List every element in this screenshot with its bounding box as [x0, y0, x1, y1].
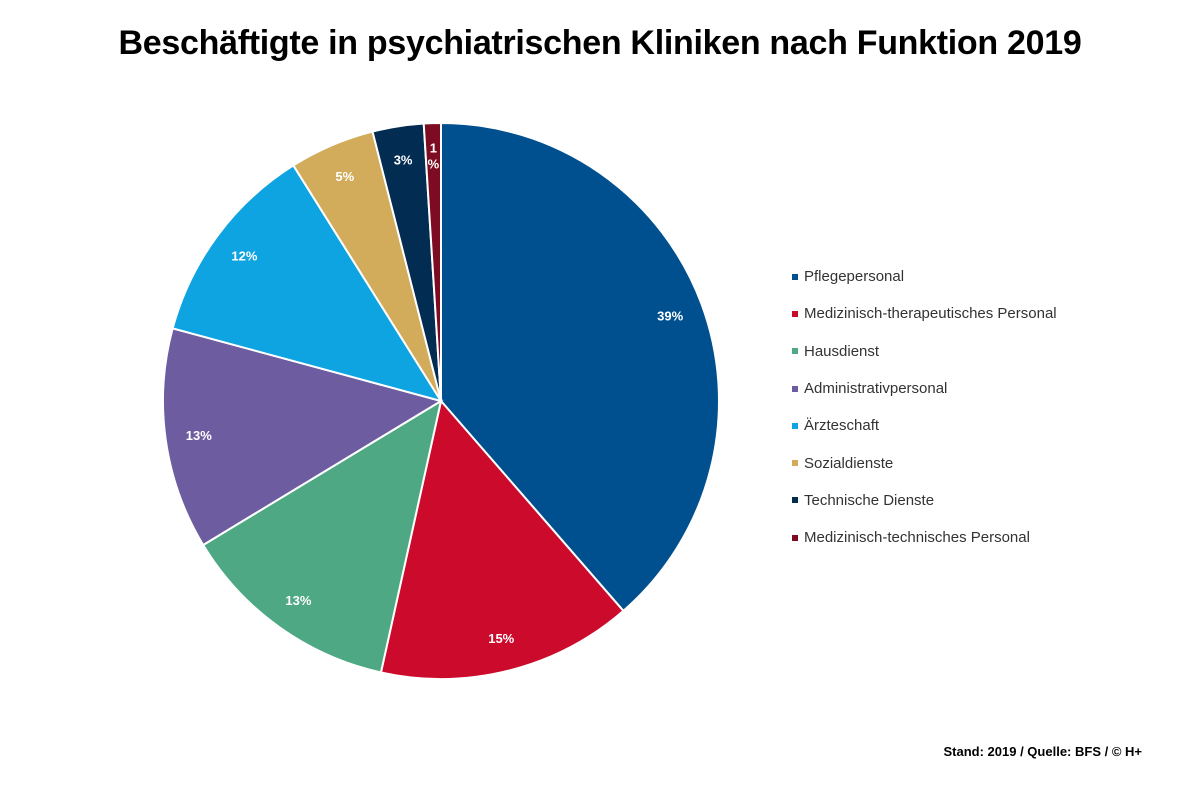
chart-title: Beschäftigte in psychiatrischen Kliniken… — [118, 24, 1082, 62]
slice-label-7: 3% — [394, 152, 413, 167]
slice-label-6: 5% — [335, 169, 354, 184]
slice-label-3: 13% — [285, 593, 311, 608]
legend-swatch — [792, 460, 798, 467]
legend-item-7: Technische Dienste — [792, 482, 1057, 519]
legend-label: Administrativpersonal — [804, 380, 948, 398]
legend-swatch — [792, 422, 798, 429]
legend-swatch — [792, 348, 798, 355]
slice-label-4: 13% — [186, 428, 212, 443]
legend-item-4: Administrativpersonal — [792, 370, 1057, 407]
legend-label: Pflegepersonal — [804, 268, 905, 286]
source-note: Stand: 2019 / Quelle: BFS / © H+ — [943, 744, 1143, 759]
legend-item-1: Pflegepersonal — [792, 258, 1057, 295]
slice-label-2: 15% — [488, 631, 514, 646]
slice-label-5: 12% — [231, 248, 257, 263]
pie-slice-3 — [201, 398, 443, 674]
legend-item-2: Medizinisch-therapeutisches Personal — [792, 295, 1057, 332]
pie-slice-8 — [422, 121, 442, 402]
legend-label: Ärzteschaft — [804, 417, 880, 435]
legend-swatch — [792, 273, 798, 280]
pie-slice-5 — [171, 164, 444, 403]
pie-slice-1 — [440, 121, 720, 613]
legend-item-8: Medizinisch-technisches Personal — [792, 519, 1057, 556]
legend-label: Sozialdienste — [804, 454, 894, 472]
legend-swatch — [792, 385, 798, 392]
legend-label: Medizinisch-technisches Personal — [804, 529, 1030, 547]
slice-label-8: 1% — [428, 140, 440, 171]
legend-label: Hausdienst — [804, 342, 880, 360]
pie-slice-2 — [379, 398, 625, 680]
legend-swatch — [792, 310, 798, 317]
legend-item-5: Ärzteschaft — [792, 407, 1057, 444]
legend-item-6: Sozialdienste — [792, 444, 1057, 481]
slice-label-1: 39% — [657, 308, 683, 323]
legend-swatch — [792, 534, 798, 541]
legend-item-3: Hausdienst — [792, 333, 1057, 370]
chart-legend: Pflegepersonal Medizinisch-therapeutische… — [792, 258, 1057, 556]
legend-swatch — [792, 497, 798, 504]
legend-label: Technische Dienste — [804, 491, 935, 509]
legend-label: Medizinisch-therapeutisches Personal — [804, 305, 1057, 323]
